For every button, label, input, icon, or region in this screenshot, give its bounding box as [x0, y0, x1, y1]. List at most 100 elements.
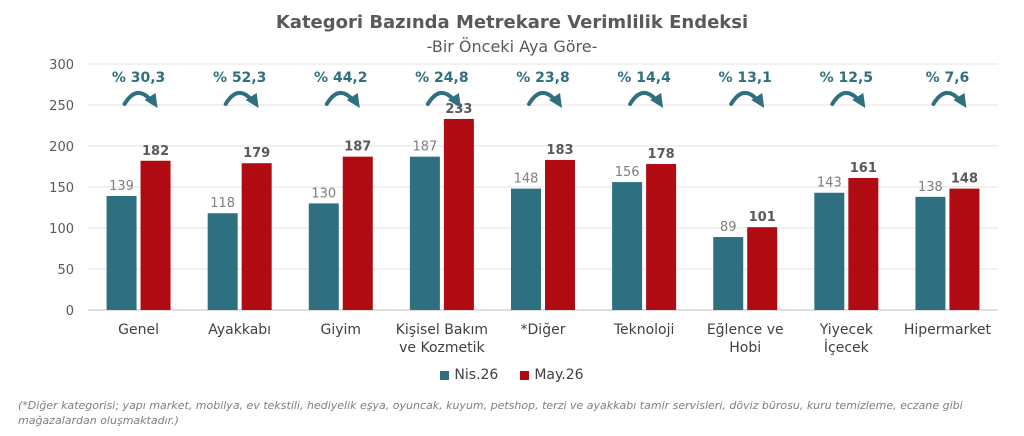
x-tick-label-line: İçecek: [824, 338, 870, 356]
change-arrowhead-icon: [953, 93, 967, 108]
y-axis: 0 50 100 150 200 250 300: [49, 58, 74, 319]
change-arrow-icon: [122, 91, 153, 106]
x-tick-label-line: Teknoloji: [613, 322, 675, 338]
footnote: (*Diğer kategorisi; yapı market, mobilya…: [18, 399, 963, 427]
change-arrow-icon: [527, 91, 557, 106]
chart-title: Kategori Bazında Metrekare Verimlilik En…: [275, 12, 749, 33]
change-label: % 44,2: [314, 70, 367, 86]
x-tick-label: Hipermarket: [904, 322, 992, 338]
bar-nis: [106, 196, 137, 310]
y-tick-label: 100: [49, 222, 74, 237]
change-arrowhead-icon: [751, 93, 765, 108]
change-arrowhead-icon: [852, 93, 866, 108]
bars: [106, 118, 980, 310]
change-arrowhead-icon: [549, 93, 562, 108]
data-label-nis: 156: [615, 165, 640, 180]
change-annotations: % 30,3 % 52,3 % 44,2 % 24,8 % 23,8 % 14,4 % 13…: [112, 70, 969, 108]
data-label-nis: 130: [311, 186, 336, 201]
legend-label-nis: Nis.26: [454, 367, 499, 383]
bar-nis: [915, 196, 946, 310]
change-label: % 12,5: [820, 70, 873, 86]
bar-nis: [409, 156, 440, 310]
bar-may: [646, 164, 677, 310]
change-arrowhead-icon: [346, 93, 360, 108]
x-tick-label-line: Yiyecek: [819, 322, 874, 338]
bar-may: [443, 118, 474, 310]
change-arrow-icon: [830, 91, 861, 106]
x-tick-label: Teknoloji: [613, 322, 675, 338]
bar-nis: [511, 188, 541, 310]
change-arrowhead-icon: [650, 93, 664, 108]
x-tick-label: Genel: [118, 322, 159, 338]
y-tick-label: 300: [49, 58, 74, 73]
data-label-nis: 148: [514, 172, 539, 187]
change-label: % 24,8: [415, 70, 468, 86]
legend-swatch-may: [520, 370, 530, 380]
y-tick-label: 0: [66, 304, 74, 319]
x-tick-label-line: Hobi: [729, 340, 761, 356]
bar-may: [545, 159, 575, 310]
change-arrowhead-icon: [144, 93, 158, 108]
x-tick-label-line: ve Kozmetik: [399, 340, 485, 356]
legend-swatch-nis: [440, 370, 450, 380]
bar-may: [949, 188, 980, 310]
x-tick-label-line: *Diğer: [521, 322, 566, 338]
change-label: % 14,4: [617, 70, 671, 86]
change-label: % 30,3: [112, 70, 165, 86]
bar-nis: [308, 203, 339, 310]
change-arrow-icon: [729, 91, 760, 106]
data-label-nis: 143: [817, 176, 842, 191]
change-label: % 7,6: [926, 70, 970, 86]
legend-item-may: May.26: [520, 367, 584, 383]
data-label-may: 183: [546, 143, 573, 158]
bar-may: [747, 227, 778, 310]
x-tick-label: *Diğer: [521, 322, 566, 338]
bar-nis: [612, 182, 643, 310]
x-tick-label: Giyim: [320, 322, 361, 338]
x-tick-label-line: Hipermarket: [904, 322, 992, 338]
x-tick-label: Eğlence ve Hobi: [707, 322, 784, 356]
bar-may: [848, 177, 879, 310]
data-label-nis: 139: [109, 179, 134, 194]
data-label-may: 182: [142, 144, 169, 159]
bar-may: [140, 160, 171, 310]
y-tick-label: 200: [49, 140, 74, 155]
change-arrowhead-icon: [447, 93, 461, 108]
bar-nis: [713, 237, 744, 310]
change-label: % 52,3: [213, 70, 266, 86]
data-labels: 139 182 118 179 130 187 187 233 148 183 156 178 89 10…: [109, 102, 978, 235]
x-axis: Genel Ayakkabı Giyim Kişisel Bakım ve Kozmet…: [118, 322, 991, 356]
data-label-nis: 187: [412, 140, 437, 155]
change-arrow-icon: [628, 91, 659, 106]
bar-nis: [814, 192, 845, 310]
x-tick-label: Kişisel Bakım ve Kozmetik: [396, 322, 488, 356]
gridlines: [88, 63, 998, 311]
data-label-may: 179: [243, 146, 270, 161]
change-arrow-icon: [223, 91, 254, 106]
legend-item-nis: Nis.26: [440, 367, 498, 383]
change-arrow-icon: [931, 91, 962, 106]
data-label-may: 101: [749, 210, 776, 225]
x-tick-label: Ayakkabı: [208, 322, 271, 338]
change-label: % 13,1: [718, 70, 771, 86]
data-label-may: 161: [850, 161, 877, 176]
x-tick-label-line: Genel: [118, 322, 159, 338]
bar-nis: [207, 213, 238, 310]
x-tick-label-line: Ayakkabı: [208, 322, 271, 338]
change-label: % 23,8: [516, 70, 569, 86]
y-tick-label: 50: [57, 263, 74, 278]
change-arrowhead-icon: [245, 93, 259, 108]
data-label-may: 187: [344, 140, 371, 155]
y-tick-label: 150: [49, 181, 74, 196]
legend-label-may: May.26: [534, 367, 584, 383]
x-tick-label-line: Eğlence ve: [707, 322, 784, 338]
bar-may: [241, 163, 272, 310]
data-label-may: 148: [951, 172, 978, 187]
x-tick-label-line: Giyim: [320, 322, 361, 338]
chart-subtitle: -Bir Önceki Aya Göre-: [426, 37, 598, 56]
data-label-nis: 89: [720, 220, 737, 235]
x-tick-label: Yiyecek İçecek: [819, 322, 874, 356]
y-tick-label: 250: [49, 99, 74, 114]
data-label-nis: 118: [210, 196, 235, 211]
legend: Nis.26 May.26: [0, 367, 1024, 383]
